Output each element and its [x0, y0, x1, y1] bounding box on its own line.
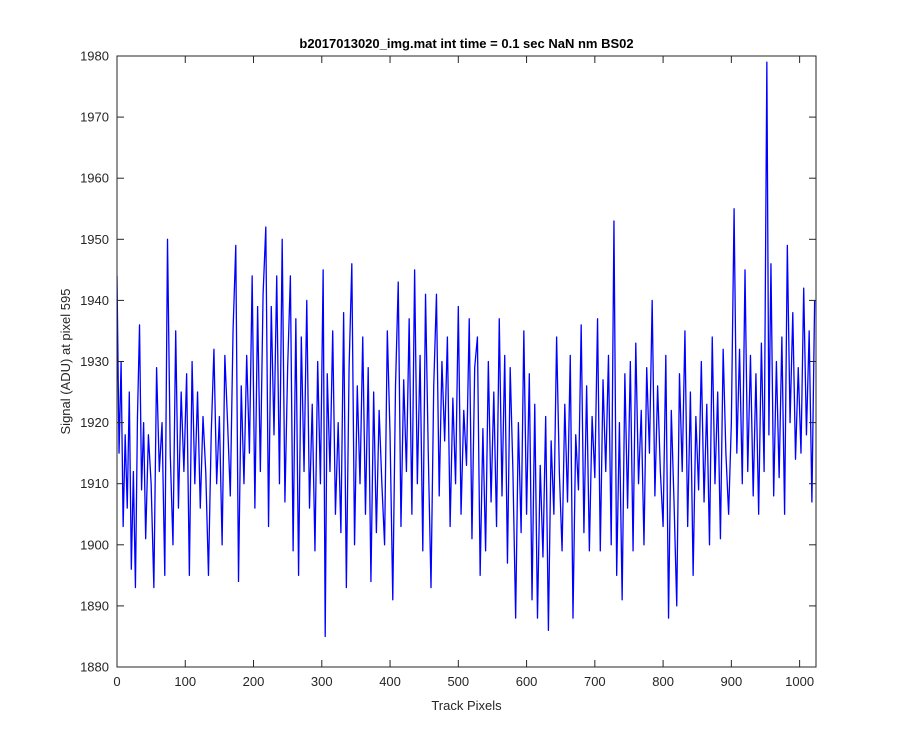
x-tick-label: 900	[721, 674, 743, 689]
y-tick-label: 1890	[80, 598, 109, 613]
y-tick-label: 1940	[80, 293, 109, 308]
y-axis-title: Signal (ADU) at pixel 595	[58, 289, 73, 435]
y-tick-label: 1960	[80, 171, 109, 186]
x-tick-label: 800	[652, 674, 674, 689]
x-tick-label: 700	[584, 674, 606, 689]
plot-area	[117, 61, 816, 638]
x-tick-label: 0	[113, 674, 120, 689]
x-tick-label: 300	[311, 674, 333, 689]
x-tick-label: 600	[516, 674, 538, 689]
y-tick-label: 1910	[80, 476, 109, 491]
axes: 0 100 200 300 400 500 600 700 800 900 1000 1880 1890…	[80, 49, 817, 689]
y-tick-label: 1980	[80, 49, 109, 64]
y-tick-label: 1930	[80, 354, 109, 369]
y-tick-label: 1920	[80, 415, 109, 430]
x-tick-label: 400	[379, 674, 401, 689]
series-line-0	[117, 61, 816, 638]
y-tick-label: 1900	[80, 537, 109, 552]
x-tick-label: 500	[447, 674, 469, 689]
x-tick-label: 100	[174, 674, 196, 689]
y-tick-label: 1880	[80, 660, 109, 675]
x-tick-label: 200	[243, 674, 265, 689]
x-tick-label: 1000	[785, 674, 814, 689]
y-tick-label: 1970	[80, 110, 109, 125]
y-tick-label: 1950	[80, 232, 109, 247]
x-axis-title: Track Pixels	[431, 698, 502, 713]
chart-title: b2017013020_img.mat int time = 0.1 sec N…	[299, 36, 633, 51]
